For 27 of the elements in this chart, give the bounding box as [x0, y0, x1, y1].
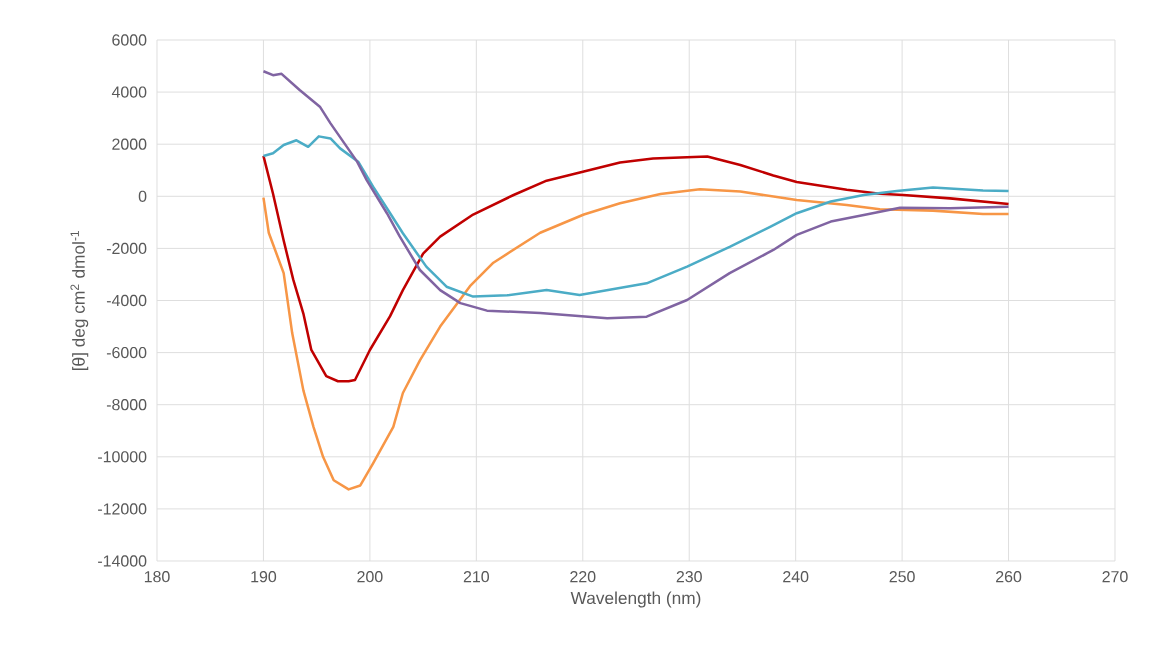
y-tick-label: 6000: [112, 34, 147, 46]
x-tick-label: 270: [1102, 571, 1128, 583]
y-tick-label: -12000: [98, 503, 147, 515]
line-series: [262, 70, 1010, 320]
y-tick-label: -4000: [106, 294, 147, 307]
x-axis-title: Wavelength (nm): [570, 591, 701, 608]
y-axis-title: [θ] deg cm$^{2}$ dmol$^{-1}$: [70, 230, 89, 371]
x-tick-label: 250: [889, 571, 915, 583]
y-tick-label: 2000: [112, 138, 147, 150]
x-tick-label: 190: [251, 571, 277, 583]
line-series: [262, 154, 1010, 383]
y-tick-label: -10000: [98, 451, 147, 463]
y-tick-label: 4000: [111, 86, 147, 98]
x-tick-label: 260: [996, 571, 1022, 583]
x-tick-label: 180: [144, 571, 170, 583]
line-series: [262, 135, 1010, 298]
y-tick-label: -8000: [106, 399, 147, 411]
y-tick-label: 0: [138, 190, 147, 202]
y-tick-label: -2000: [106, 242, 147, 255]
x-tick-label: 240: [783, 571, 809, 583]
y-tick-label: -14000: [98, 555, 147, 567]
x-tick-label: 230: [676, 571, 702, 583]
x-tick-label: 220: [570, 571, 596, 583]
x-tick-label: 210: [463, 571, 490, 583]
x-tick-label: 200: [357, 571, 383, 583]
y-tick-label: -6000: [106, 346, 147, 359]
line-series: [262, 188, 1010, 491]
